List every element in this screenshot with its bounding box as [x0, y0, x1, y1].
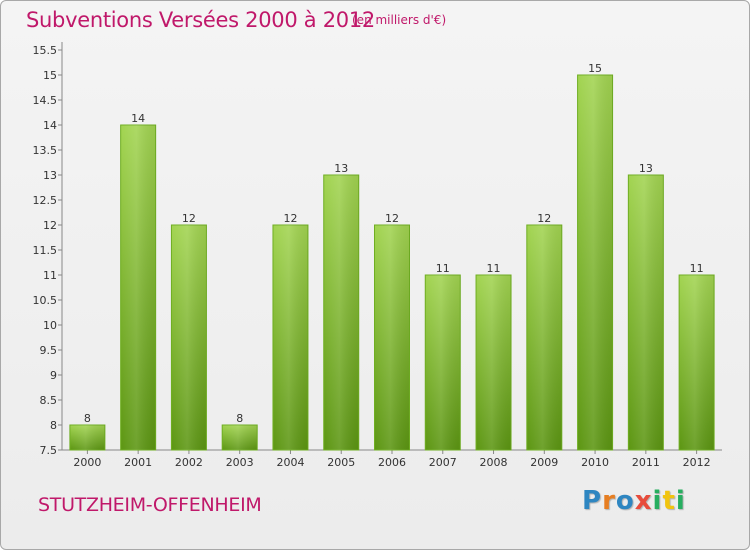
bar-value-label: 12: [385, 212, 399, 225]
x-tick-label: 2006: [378, 456, 406, 469]
y-tick-label: 13: [43, 169, 57, 182]
chart-title: Subventions Versées 2000 à 2012: [26, 8, 375, 32]
x-tick-label: 2011: [632, 456, 660, 469]
bars: 8 14 12 8 12 13 12 11 11 12 15 13 11: [69, 62, 715, 451]
bar-shine: [171, 225, 207, 450]
bar-shine: [323, 175, 359, 450]
bar-shine: [577, 75, 613, 450]
x-tick-label: 2005: [327, 456, 355, 469]
bar-value-label: 14: [131, 112, 145, 125]
commune-name: STUTZHEIM-OFFENHEIM: [38, 494, 262, 516]
x-tick-label: 2008: [480, 456, 508, 469]
y-tick-label: 13.5: [33, 144, 58, 157]
bar-value-label: 8: [236, 412, 243, 425]
y-tick-label: 15: [43, 69, 57, 82]
bar-shine: [679, 275, 715, 450]
bar-shine: [526, 225, 562, 450]
y-tick-label: 8: [50, 419, 57, 432]
y-tick-label: 10: [43, 319, 57, 332]
x-tick-label: 2004: [276, 456, 304, 469]
y-tick-label: 7.5: [40, 444, 58, 457]
bar-shine: [272, 225, 308, 450]
bar-shine: [374, 225, 410, 450]
bar-value-label: 11: [487, 262, 501, 275]
y-tick-label: 11: [43, 269, 57, 282]
bar-shine: [425, 275, 461, 450]
bar-value-label: 12: [537, 212, 551, 225]
bar-shine: [222, 425, 258, 450]
y-tick-label: 10.5: [33, 294, 58, 307]
x-tick-label: 2012: [683, 456, 711, 469]
bar-value-label: 11: [690, 262, 704, 275]
x-tick-label: 2007: [429, 456, 457, 469]
x-tick-label: 2001: [124, 456, 152, 469]
y-axis: 7.5 8 8.5 9 9.5 10 10.5 11 11.5 12 12.5 13 13.5 14 14.…: [33, 42, 63, 457]
bar-shine: [120, 125, 156, 450]
y-tick-label: 12: [43, 219, 57, 232]
bar-value-label: 8: [84, 412, 91, 425]
bar-shine: [476, 275, 512, 450]
bar-value-label: 13: [334, 162, 348, 175]
bar-value-label: 11: [436, 262, 450, 275]
proxiti-logo: Proxiti: [582, 486, 686, 516]
bar-value-label: 12: [182, 212, 196, 225]
bar-shine: [69, 425, 105, 450]
y-tick-label: 14.5: [33, 94, 58, 107]
x-tick-label: 2000: [73, 456, 101, 469]
y-tick-label: 14: [43, 119, 57, 132]
bar-value-label: 13: [639, 162, 653, 175]
chart-subtitle: (en milliers d'€): [352, 13, 447, 27]
y-tick-label: 15.5: [33, 44, 58, 57]
x-axis: 2000 2001 2002 2003 2004 2005 2006 2007 2008 2009…: [62, 449, 722, 469]
y-tick-label: 8.5: [40, 394, 58, 407]
x-tick-label: 2002: [175, 456, 203, 469]
y-tick-label: 12.5: [33, 194, 58, 207]
y-tick-label: 9.5: [40, 344, 58, 357]
bar-value-label: 15: [588, 62, 602, 75]
y-tick-label: 11.5: [33, 244, 58, 257]
x-tick-label: 2009: [530, 456, 558, 469]
x-tick-label: 2003: [226, 456, 254, 469]
bar-value-label: 12: [283, 212, 297, 225]
x-tick-label: 2010: [581, 456, 609, 469]
bar-shine: [628, 175, 664, 450]
y-tick-label: 9: [50, 369, 57, 382]
